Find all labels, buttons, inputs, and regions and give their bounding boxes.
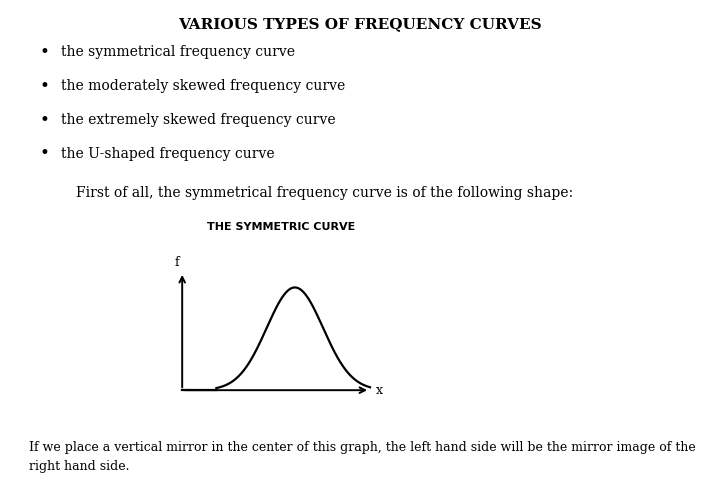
Text: •: •: [40, 112, 50, 128]
Text: •: •: [40, 78, 50, 95]
Text: VARIOUS TYPES OF FREQUENCY CURVES: VARIOUS TYPES OF FREQUENCY CURVES: [178, 17, 542, 31]
Text: the U-shaped frequency curve: the U-shaped frequency curve: [61, 147, 275, 161]
Text: f: f: [174, 256, 179, 269]
Text: the symmetrical frequency curve: the symmetrical frequency curve: [61, 45, 295, 59]
Text: x: x: [376, 383, 382, 397]
Text: First of all, the symmetrical frequency curve is of the following shape:: First of all, the symmetrical frequency …: [76, 186, 572, 200]
Text: •: •: [40, 145, 50, 162]
Text: If we place a vertical mirror in the center of this graph, the left hand side wi: If we place a vertical mirror in the cen…: [29, 441, 696, 473]
Text: the extremely skewed frequency curve: the extremely skewed frequency curve: [61, 113, 336, 127]
Text: the moderately skewed frequency curve: the moderately skewed frequency curve: [61, 79, 346, 93]
Text: THE SYMMETRIC CURVE: THE SYMMETRIC CURVE: [207, 222, 355, 232]
Text: •: •: [40, 44, 50, 61]
